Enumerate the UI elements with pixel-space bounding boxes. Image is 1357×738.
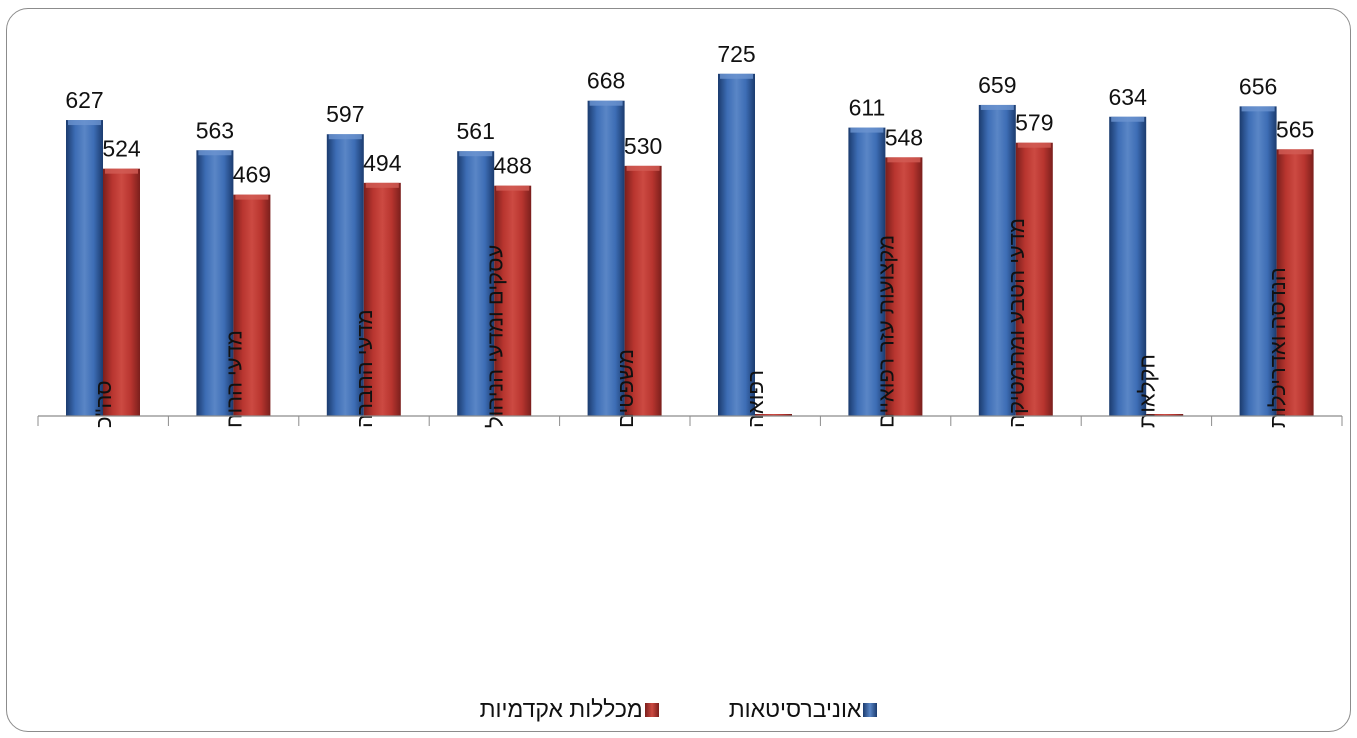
bar-univ-3: [457, 151, 495, 416]
category-label-0: סה"כ: [91, 380, 116, 428]
bar-cap-univ-6: [850, 127, 884, 133]
bar-cap-college-7: [1017, 142, 1051, 148]
data-label-univ-0: 627: [65, 87, 103, 113]
bar-cap-univ-3: [459, 151, 493, 157]
legend-item-universities: אוניברסיטאות: [729, 696, 878, 723]
data-label-univ-8: 634: [1109, 84, 1148, 110]
bar-cap-univ-1: [198, 150, 232, 156]
data-label-univ-7: 659: [978, 72, 1016, 98]
bar-college-3: [494, 185, 532, 416]
category-label-9: הנדסה ואדריכלות: [1265, 267, 1290, 428]
bar-cap-univ-2: [328, 134, 362, 140]
bar-college-6: [885, 157, 923, 416]
bar-cap-univ-5: [720, 73, 753, 79]
bar-cap-college-1: [235, 194, 269, 200]
bar-univ-2: [326, 134, 364, 416]
bar-college-1: [233, 194, 271, 416]
bar-cap-univ-4: [589, 100, 623, 106]
data-label-univ-1: 563: [196, 117, 234, 143]
bar-college-9: [1276, 149, 1314, 416]
bar-cap-college-3: [496, 185, 530, 191]
legend: אוניברסיטאות מכללות אקדמיות: [0, 696, 1357, 723]
legend-label-universities: אוניברסיטאות: [728, 696, 862, 722]
bar-college-5: [755, 414, 792, 416]
bar-univ-7: [978, 104, 1016, 417]
bar-univ-8: [1109, 116, 1147, 416]
data-label-univ-3: 561: [457, 118, 495, 144]
bar-college-0: [103, 168, 140, 416]
data-label-college-7: 579: [1015, 110, 1053, 136]
category-label-5: רפואה: [743, 370, 768, 428]
category-label-7: מדעי הטבע ומתמטיקה: [1004, 218, 1029, 428]
bar-cap-college-2: [365, 182, 399, 188]
bar-univ-1: [196, 150, 234, 416]
bar-univ-6: [848, 127, 886, 416]
data-label-college-4: 530: [624, 133, 662, 159]
data-label-univ-9: 656: [1239, 73, 1277, 99]
bar-college-7: [1015, 142, 1053, 416]
data-label-college-9: 565: [1276, 116, 1314, 142]
bar-cap-college-0: [105, 168, 138, 174]
bar-college-8: [1146, 414, 1184, 416]
bar-univ-9: [1239, 106, 1277, 417]
data-label-college-2: 494: [363, 150, 402, 176]
bar-univ-4: [587, 100, 625, 416]
bar-cap-univ-7: [980, 104, 1014, 110]
bar-univ-5: [718, 73, 755, 417]
data-label-univ-6: 611: [849, 95, 886, 121]
bar-cap-college-4: [626, 165, 660, 171]
legend-item-colleges: מכללות אקדמיות: [480, 696, 659, 723]
bar-univ-0: [66, 120, 103, 416]
category-label-2: מדעי החברה: [352, 309, 377, 428]
category-label-4: משפטים: [613, 349, 638, 428]
category-label-6: מקצועות עזר רפואיים: [874, 235, 899, 428]
bar-college-2: [363, 182, 401, 416]
bar-cap-college-9: [1278, 149, 1312, 155]
category-label-3: עסקים ומדעי הניהול: [482, 245, 507, 428]
data-label-univ-4: 668: [587, 68, 625, 94]
bar-cap-college-6: [887, 157, 921, 163]
legend-label-colleges: מכללות אקדמיות: [479, 696, 643, 722]
category-label-1: מדעי הרוח: [222, 330, 247, 428]
legend-swatch-colleges: [644, 702, 659, 717]
data-label-college-3: 488: [494, 153, 532, 179]
data-label-univ-5: 725: [717, 41, 755, 67]
data-label-univ-2: 597: [326, 101, 364, 127]
data-label-college-1: 469: [233, 162, 271, 188]
category-label-8: חקלאות: [1134, 354, 1159, 428]
bar-college-4: [624, 165, 662, 416]
bar-cap-univ-9: [1241, 106, 1275, 112]
data-label-college-6: 548: [885, 124, 923, 150]
bar-cap-univ-8: [1111, 116, 1145, 122]
bar-cap-univ-0: [68, 120, 101, 126]
data-label-college-0: 524: [102, 136, 141, 162]
legend-swatch-universities: [863, 702, 878, 717]
